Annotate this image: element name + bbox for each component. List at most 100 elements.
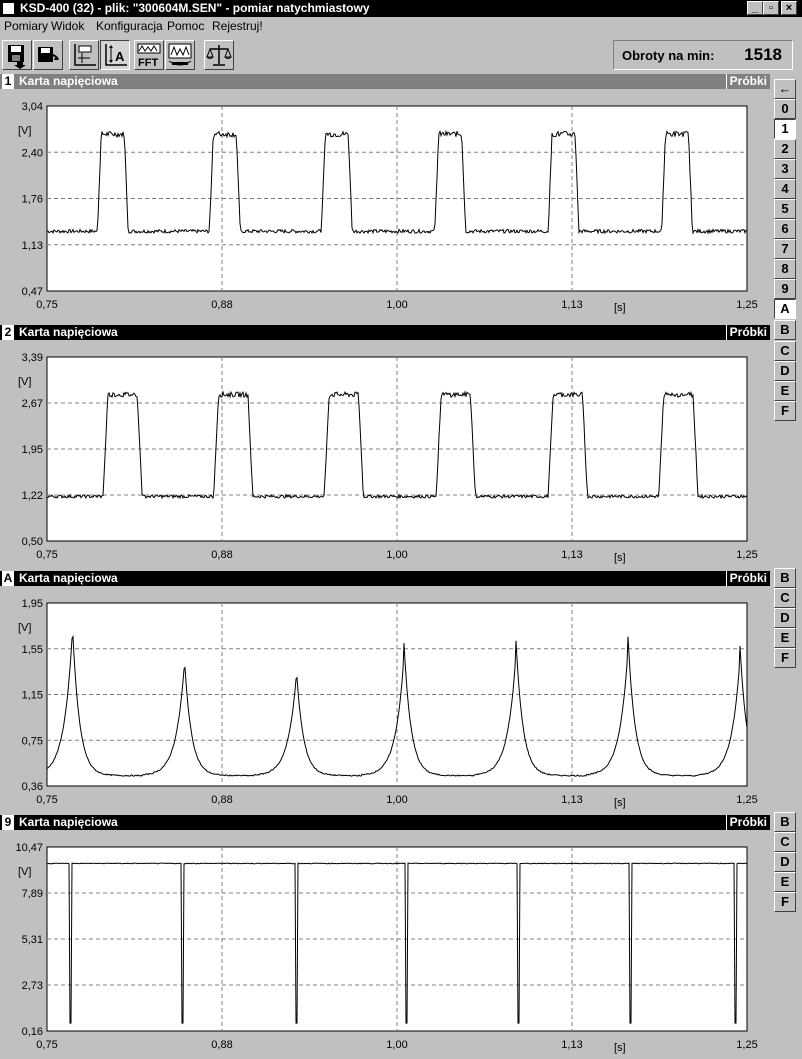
menu-rejestruj[interactable]: Rejestruj!	[212, 19, 263, 33]
x-unit-label: [s]	[614, 302, 626, 314]
channel-tab-9[interactable]: 9	[774, 279, 796, 299]
cursor-button[interactable]	[69, 40, 99, 70]
panel-channel-number: 1	[2, 74, 14, 89]
channel-tab-0[interactable]: 0	[774, 99, 796, 119]
channel-tab-c-set2[interactable]: C	[774, 588, 796, 608]
samples-button[interactable]: Próbki	[725, 74, 767, 89]
channel-tab-4[interactable]: 4	[774, 179, 796, 199]
y-tick-label: 2,40	[22, 147, 43, 159]
fft-icon: FFT	[137, 43, 161, 69]
fft-label: FFT	[138, 57, 158, 69]
voltage-chart[interactable]: 3,04 2,40 1,76 1,13 0,47 [V] 0,75 0,88 1,00 1,13 1…	[0, 89, 770, 318]
channel-tab-b[interactable]: B	[774, 320, 796, 340]
menu-bar: Pomiary Widok Konfiguracja Pomoc Rejestr…	[0, 17, 802, 36]
signal-trace	[46, 634, 748, 777]
samples-button[interactable]: Próbki	[725, 325, 767, 340]
x-tick-label: 1,25	[736, 549, 757, 561]
channel-tab-7[interactable]: 7	[774, 239, 796, 259]
voltage-chart[interactable]: 1,951,551,150,750,36[V]0,75 0,88 1,00 1,13 1…	[0, 586, 770, 811]
panel-channel-number: A	[2, 571, 14, 586]
x-tick-label: 1,25	[736, 794, 757, 806]
channel-tab-1[interactable]: 1	[774, 119, 796, 139]
panel-header[interactable]: 2 Karta napięciowa Próbki	[0, 325, 770, 340]
chart-panel-9: 9 Karta napięciowa Próbki 10,47 7,89 5,31 2,73…	[0, 815, 770, 1059]
title-bar: KSD-400 (32) - plik: "300604M.SEN" - pom…	[0, 0, 802, 17]
scale-icon	[206, 45, 232, 66]
y-tick-label: 3,04	[22, 101, 43, 113]
panel-header[interactable]: 9 Karta napięciowa Próbki	[0, 815, 770, 830]
panel-header[interactable]: 1 Karta napięciowa Próbki	[0, 74, 770, 89]
samples-button[interactable]: Próbki	[725, 571, 767, 586]
amplitude-button[interactable]: A	[100, 40, 130, 70]
menu-konfiguracja[interactable]: Konfiguracja	[96, 19, 163, 33]
channel-tab-b-set2[interactable]: B	[774, 568, 796, 588]
restore-button[interactable]: ▫	[763, 1, 779, 15]
y-unit-label: [V]	[18, 622, 31, 634]
channel-tab-e-set2[interactable]: E	[774, 628, 796, 648]
y-tick-label: 2,67	[22, 398, 43, 410]
chart-panel-2: 2 Karta napięciowa Próbki 3,39 2,67 1,95 1,22 0…	[0, 325, 770, 568]
svg-text:A: A	[115, 49, 125, 64]
y-tick-label: 0,36	[22, 781, 43, 793]
x-tick-label: 0,88	[211, 794, 232, 806]
minimize-button[interactable]: _	[747, 1, 763, 15]
channel-tab-d-set2[interactable]: D	[774, 608, 796, 628]
scale-button[interactable]	[204, 40, 234, 70]
y-tick-label: 0,16	[22, 1026, 43, 1038]
x-unit-label: [s]	[614, 797, 626, 809]
save-button[interactable]	[2, 40, 32, 70]
x-unit-label: [s]	[614, 552, 626, 564]
open-icon	[38, 47, 59, 62]
y-tick-label: 1,22	[22, 490, 43, 502]
panel-channel-number: 9	[2, 815, 14, 830]
x-tick-label: 0,88	[211, 1039, 232, 1051]
signal-trace	[46, 862, 748, 1024]
y-unit-label: [V]	[18, 866, 31, 878]
voltage-chart[interactable]: 3,39 2,67 1,95 1,22 0,50 [V] 0,75 0,88 1,00 1,13 1…	[0, 340, 770, 568]
channel-tab-d[interactable]: D	[774, 361, 796, 381]
panel-channel-number: 2	[2, 325, 14, 340]
voltage-chart[interactable]: 10,47 7,89 5,31 2,73 0,16 [V] 0,75 0,88 1,00 1,13…	[0, 830, 770, 1059]
channel-tab-e[interactable]: E	[774, 381, 796, 401]
close-button[interactable]: ×	[781, 1, 797, 15]
channel-tab-2[interactable]: 2	[774, 139, 796, 159]
y-tick-label: 0,47	[22, 286, 43, 298]
menu-widok[interactable]: Widok	[51, 19, 85, 33]
channel-tab-c[interactable]: C	[774, 341, 796, 361]
x-tick-label: 1,13	[561, 549, 582, 561]
channel-tab-b-set3[interactable]: B	[774, 812, 796, 832]
open-button[interactable]	[33, 40, 63, 70]
channel-tab-f-set2[interactable]: F	[774, 648, 796, 668]
panel-header[interactable]: A Karta napięciowa Próbki	[0, 571, 770, 586]
signal-trace	[46, 129, 747, 235]
y-tick-label: 1,13	[22, 240, 43, 252]
channel-tab-e-set3[interactable]: E	[774, 872, 796, 892]
channel-tab-back[interactable]: ←	[774, 79, 796, 99]
y-tick-label: 2,73	[22, 980, 43, 992]
channel-tab-6[interactable]: 6	[774, 219, 796, 239]
menu-pomoc[interactable]: Pomoc	[167, 19, 205, 33]
panel-title: Karta napięciowa	[19, 325, 118, 339]
x-tick-label: 1,00	[386, 299, 407, 311]
analyzer-button[interactable]	[165, 40, 195, 70]
channel-tab-3[interactable]: 3	[774, 159, 796, 179]
x-tick-label: 1,13	[561, 299, 582, 311]
x-tick-label: 0,75	[36, 549, 57, 561]
channel-tab-5[interactable]: 5	[774, 199, 796, 219]
y-tick-label: 0,75	[22, 735, 43, 747]
channel-tab-f-set3[interactable]: F	[774, 892, 796, 912]
channel-tab-a[interactable]: A	[774, 299, 796, 319]
fft-button[interactable]: FFT	[134, 40, 164, 70]
rpm-label: Obroty na min:	[622, 48, 715, 63]
y-tick-label: 10,47	[15, 842, 43, 854]
x-tick-label: 0,88	[211, 549, 232, 561]
channel-tab-d-set3[interactable]: D	[774, 852, 796, 872]
channel-tab-8[interactable]: 8	[774, 259, 796, 279]
samples-button[interactable]: Próbki	[725, 815, 767, 830]
panel-title: Karta napięciowa	[19, 571, 118, 585]
channel-tab-f[interactable]: F	[774, 401, 796, 421]
menu-pomiary[interactable]: Pomiary	[4, 19, 49, 33]
x-tick-label: 1,25	[736, 299, 757, 311]
x-tick-label: 0,75	[36, 1039, 57, 1051]
channel-tab-c-set3[interactable]: C	[774, 832, 796, 852]
